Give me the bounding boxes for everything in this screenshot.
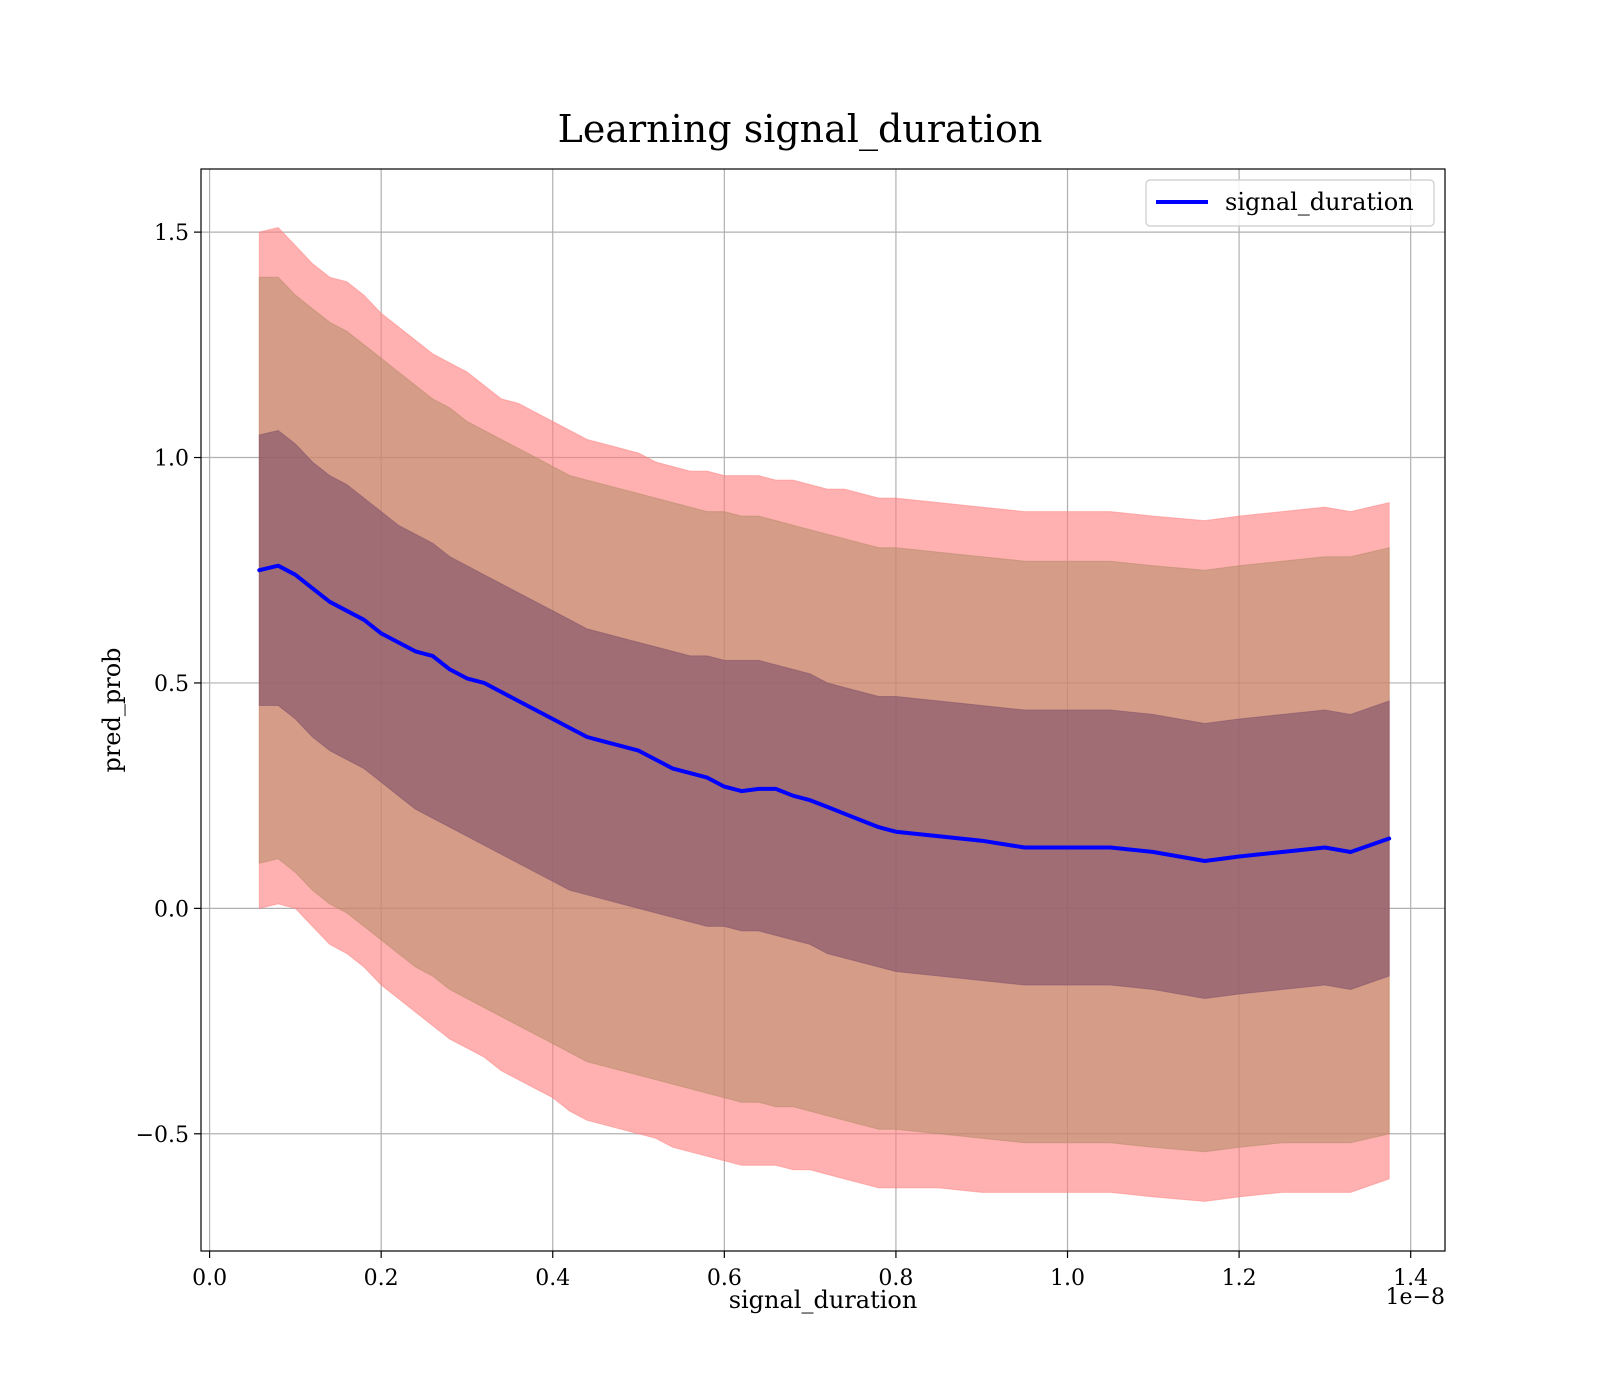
x-tick-label: 0.0 xyxy=(192,1266,227,1291)
x-tick-label: 0.8 xyxy=(878,1266,913,1291)
line-layer xyxy=(257,563,1392,863)
legend-box xyxy=(1145,179,1435,227)
x-tick-label: 0.6 xyxy=(707,1266,742,1291)
chart-title: Learning signal_duration xyxy=(558,107,1043,152)
y-tick-label: 1.0 xyxy=(154,447,189,472)
x-tick-label: 1.2 xyxy=(1222,1266,1257,1291)
x-tick-label: 1.0 xyxy=(1050,1266,1085,1291)
band-layer xyxy=(258,227,1390,1202)
y-tick-label: 0.0 xyxy=(154,897,189,922)
x-axis-label: signal_duration xyxy=(729,1286,918,1314)
y-tick-label: −0.5 xyxy=(136,1123,189,1148)
y-tick-label: 0.5 xyxy=(154,672,189,697)
plot-frame xyxy=(200,168,1446,1252)
legend-entry-signal-duration: signal_duration xyxy=(1225,188,1414,216)
x-tick-label: 1.4 xyxy=(1393,1266,1428,1291)
legend: signal_duration xyxy=(1145,179,1435,227)
x-tick-label: 0.4 xyxy=(535,1266,570,1291)
x-axis-offset-text: 1e−8 xyxy=(1386,1285,1445,1310)
series-line-signal-duration xyxy=(257,563,1392,863)
band-inner xyxy=(258,429,1390,1000)
x-tick-label: 0.2 xyxy=(364,1266,399,1291)
tick-layer: 0.0 0.2 0.4 0.6 0.8 1.0 1.2 1.4 −0.5 0.0 0.5 1.0 1.5 xyxy=(136,221,1429,1291)
y-tick-label: 1.5 xyxy=(154,221,189,246)
y-axis-label: pred_prob xyxy=(98,647,126,772)
